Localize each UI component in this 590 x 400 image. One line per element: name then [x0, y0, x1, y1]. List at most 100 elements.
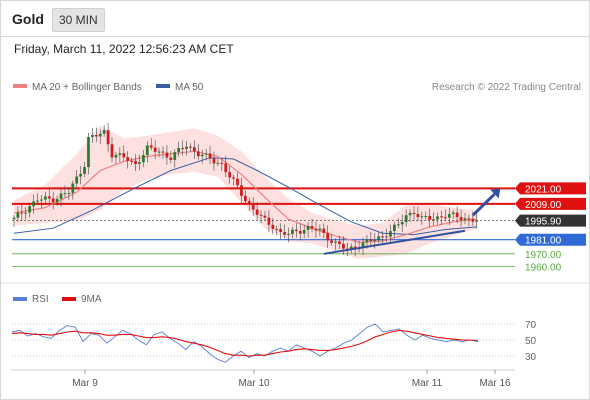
candle [416, 206, 420, 222]
candle-body [110, 144, 114, 158]
level-tag-bg [515, 182, 586, 195]
candle [369, 231, 373, 247]
timeframe-button[interactable]: 30 MIN [52, 8, 105, 32]
candle-body [59, 193, 63, 199]
projection-arrow-shaft [471, 192, 496, 217]
candle-body [243, 195, 247, 202]
ma20-legend-label: MA 20 + Bollinger Bands [32, 82, 142, 93]
candle-body [267, 217, 271, 225]
rsi-ma-legend-swatch [62, 297, 76, 301]
candle [326, 225, 330, 248]
candle [338, 235, 341, 249]
x-tick-label: Mar 16 [479, 378, 511, 389]
candle-body [83, 167, 86, 174]
candle [79, 166, 83, 185]
candle-body [342, 243, 345, 249]
candle [455, 206, 459, 224]
candle [318, 224, 322, 237]
candle [138, 154, 141, 171]
candle-body [420, 216, 424, 218]
level-label: 2021.00 [525, 184, 562, 195]
candle-body [122, 153, 126, 158]
candle [149, 138, 153, 151]
candle [404, 209, 408, 227]
level-label: 1981.00 [525, 236, 562, 247]
trendline [323, 229, 466, 255]
candle [224, 155, 228, 178]
candle [396, 218, 400, 229]
candle-body [404, 215, 408, 223]
candle-body [302, 229, 306, 234]
candle-body [169, 157, 173, 160]
ma20-legend-swatch [13, 84, 27, 88]
candle-body [251, 204, 255, 210]
level-tag-resistance: 2021.00 [515, 182, 586, 195]
candle-body [424, 216, 428, 218]
candle-body [196, 151, 200, 157]
candle [440, 210, 443, 225]
candle [451, 209, 455, 220]
candle-body [224, 163, 228, 173]
candle-body [114, 154, 118, 158]
candle-body [24, 212, 28, 214]
candle [236, 172, 239, 190]
candle-body [389, 231, 392, 237]
candle [208, 146, 212, 165]
candle [271, 217, 275, 235]
level-tag-resistance: 2009.00 [515, 197, 586, 211]
candle-body [212, 158, 216, 164]
candle [240, 177, 243, 204]
candle-body [463, 218, 467, 221]
level-tag-support: 1960.00 [525, 263, 562, 274]
candle-body [338, 241, 341, 244]
candle-body [294, 229, 298, 232]
candle [377, 232, 381, 243]
candle [385, 228, 388, 243]
candle-body [161, 151, 165, 153]
x-tick-label: Mar 10 [238, 378, 270, 389]
candle-body [177, 147, 181, 153]
candle [255, 202, 259, 220]
candle-body [326, 232, 330, 241]
candle [361, 237, 365, 256]
candle [432, 212, 435, 226]
candle-body [279, 229, 283, 233]
rsi-line [11, 323, 479, 363]
candle [32, 194, 35, 214]
candle [275, 225, 279, 235]
candle-body [79, 173, 83, 177]
candle-body [381, 236, 384, 238]
candle-body [471, 218, 475, 222]
candle-body [165, 152, 169, 158]
candle [291, 226, 294, 239]
candle-body [236, 178, 239, 186]
candle-body [263, 215, 267, 218]
candle-body [106, 130, 110, 145]
price-plot: 2021.00 2009.00 1995.90 1981.00 1970.00 1960.… [12, 122, 586, 274]
candle [475, 212, 479, 229]
candle [294, 223, 298, 238]
candle-body [451, 212, 455, 215]
candle [106, 122, 110, 152]
chart-timestamp: Friday, March 11, 2022 12:56:23 AM CET [14, 42, 234, 56]
level-tag-last: 1995.90 [515, 214, 586, 228]
candle-body [63, 193, 67, 195]
candle-body [130, 160, 133, 162]
candle-body [153, 147, 157, 152]
candle [314, 221, 318, 238]
level-label: 1970.00 [525, 250, 562, 261]
candle-body [455, 212, 459, 218]
candle [87, 132, 90, 175]
candle [40, 195, 43, 209]
candle-body [436, 216, 439, 220]
candles [12, 122, 479, 257]
candle-body [71, 183, 75, 193]
candle-body [322, 228, 326, 233]
candle-body [126, 157, 130, 161]
candle [59, 187, 63, 207]
candle [122, 145, 126, 162]
candle [169, 151, 173, 164]
candle [196, 143, 200, 160]
candle-body [377, 236, 381, 241]
chart-header: Gold 30 MIN [1, 1, 589, 37]
